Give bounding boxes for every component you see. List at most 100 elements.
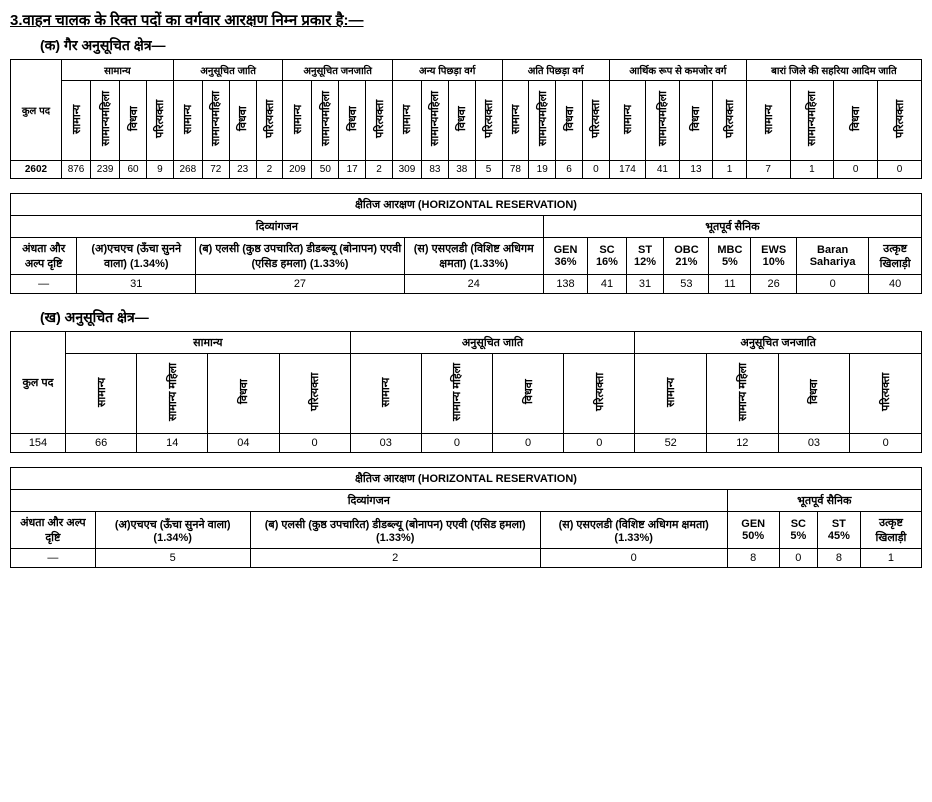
cell: 0 <box>797 275 869 294</box>
t2h11: Baran Sahariya <box>797 238 869 275</box>
cell: 309 <box>392 161 421 179</box>
cell: 41 <box>588 275 626 294</box>
t4h4: (स) एसएलडी (विशिष्ट अधिगम क्षमता) (1.33%… <box>540 512 727 549</box>
cell: 13 <box>679 161 713 179</box>
subcol: परित्यक्ता <box>475 81 502 161</box>
subcol: सामान्य <box>746 81 790 161</box>
cell: 2 <box>366 161 393 179</box>
cell: 78 <box>502 161 529 179</box>
subcol: परित्यक्ता <box>850 354 922 434</box>
cell: 26 <box>751 275 797 294</box>
subcol: परित्यक्ता <box>878 81 922 161</box>
subcol: सामान्यमहिला <box>790 81 834 161</box>
cell: 53 <box>664 275 709 294</box>
subcol: सामान्यमहिला <box>422 81 449 161</box>
cell: 31 <box>626 275 664 294</box>
cell: — <box>11 275 77 294</box>
t2h5: GEN 36% <box>543 238 587 275</box>
cell: 72 <box>202 161 229 179</box>
cell: 138 <box>543 275 587 294</box>
cell: 03 <box>778 434 850 453</box>
subcol: सामान्य <box>62 81 91 161</box>
t4h8: उत्कृष्ट खिलाड़ी <box>860 512 921 549</box>
cell: 40 <box>869 275 922 294</box>
subcol: सामान्यमहिला <box>529 81 556 161</box>
subcol: सामान्यमहिला <box>646 81 680 161</box>
subheading-b: (ख) अनुसूचित क्षेत्र— <box>40 308 922 327</box>
hr-title-a: क्षैतिज आरक्षण (HORIZONTAL RESERVATION) <box>11 194 922 216</box>
grp-sc-b: अनुसूचित जाति <box>350 332 635 354</box>
subcol: विधवा <box>120 81 147 161</box>
subcol: परित्यक्ता <box>366 81 393 161</box>
hr-ex: भूतपूर्व सैनिक <box>543 216 921 238</box>
cell: 1 <box>790 161 834 179</box>
subcol: परित्यक्ता <box>146 81 173 161</box>
grp-obc: अन्य पिछड़ा वर्ग <box>392 60 502 81</box>
subcol: सामान्य <box>283 81 312 161</box>
cell: 5 <box>475 161 502 179</box>
t2h12: उत्कृष्ट खिलाड़ी <box>869 238 922 275</box>
cell: 0 <box>540 549 727 568</box>
hr-div-b: दिव्यांगजन <box>11 490 728 512</box>
cell: 52 <box>635 434 707 453</box>
cell: 38 <box>448 161 475 179</box>
cell: 24 <box>404 275 543 294</box>
grp-st: अनुसूचित जनजाति <box>283 60 393 81</box>
t2h7: ST 12% <box>626 238 664 275</box>
t2h9: MBC 5% <box>709 238 751 275</box>
cell-total: 2602 <box>11 161 62 179</box>
cell: 60 <box>120 161 147 179</box>
subcol: विधवा <box>679 81 713 161</box>
cell: 0 <box>279 434 350 453</box>
cell: 23 <box>229 161 256 179</box>
cell: 27 <box>196 275 404 294</box>
grp-samanya-b: सामान्य <box>66 332 351 354</box>
subcol: परित्यक्ता <box>279 354 350 434</box>
subcol: सामान्यमहिला <box>202 81 229 161</box>
t2h4: (स) एसएलडी (विशिष्ट अधिगम क्षमता) (1.33%… <box>404 238 543 275</box>
cell: 2 <box>256 161 283 179</box>
cell: 7 <box>746 161 790 179</box>
t2h3: (ब) एलसी (कुष्ठ उपचारित) डीडब्ल्यू (बोना… <box>196 238 404 275</box>
cell: 268 <box>173 161 202 179</box>
cell: 9 <box>146 161 173 179</box>
subcol: विधवा <box>556 81 583 161</box>
cell: 6 <box>556 161 583 179</box>
subcol: सामान्य <box>635 354 707 434</box>
cell: 14 <box>137 434 208 453</box>
subcol: विधवा <box>208 354 279 434</box>
table-category-b: कुल पद सामान्य अनुसूचित जाति अनुसूचित जन… <box>10 331 922 453</box>
grp-st-b: अनुसूचित जनजाति <box>635 332 922 354</box>
cell: 239 <box>91 161 120 179</box>
cell: 03 <box>350 434 421 453</box>
t2h6: SC 16% <box>588 238 626 275</box>
t4h6: SC 5% <box>779 512 817 549</box>
table-category-a: कुल पद सामान्य अनुसूचित जाति अनुसूचित जन… <box>10 59 922 179</box>
col-kulpad: कुल पद <box>11 60 62 161</box>
subcol: सामान्य <box>173 81 202 161</box>
cell: 8 <box>727 549 779 568</box>
cell: — <box>11 549 96 568</box>
cell: 0 <box>834 161 878 179</box>
subcol: सामान्य <box>609 81 645 161</box>
cell: 12 <box>707 434 779 453</box>
cell: 41 <box>646 161 680 179</box>
grp-samanya: सामान्य <box>62 60 174 81</box>
subheading-a: (क) गैर अनुसूचित क्षेत्र— <box>40 36 922 55</box>
t4h7: ST 45% <box>817 512 860 549</box>
subcol: परित्यक्ता <box>256 81 283 161</box>
subcol: सामान्य महिला <box>137 354 208 434</box>
cell: 0 <box>421 434 492 453</box>
grp-sahariya: बारां जिले की सहरिया आदिम जाति <box>746 60 921 81</box>
hr-title-b: क्षैतिज आरक्षण (HORIZONTAL RESERVATION) <box>11 468 922 490</box>
t4h3: (ब) एलसी (कुष्ठ उपचारित) डीडब्ल्यू (बोना… <box>250 512 540 549</box>
grp-ews: आर्थिक रूप से कमजोर वर्ग <box>609 60 746 81</box>
subcol: सामान्य <box>392 81 421 161</box>
cell: 0 <box>850 434 922 453</box>
cell: 31 <box>77 275 196 294</box>
table-horizontal-a: क्षैतिज आरक्षण (HORIZONTAL RESERVATION) … <box>10 193 922 294</box>
t2h10: EWS 10% <box>751 238 797 275</box>
subcol: परित्यक्ता <box>713 81 747 161</box>
cell-total-b: 154 <box>11 434 66 453</box>
cell: 11 <box>709 275 751 294</box>
